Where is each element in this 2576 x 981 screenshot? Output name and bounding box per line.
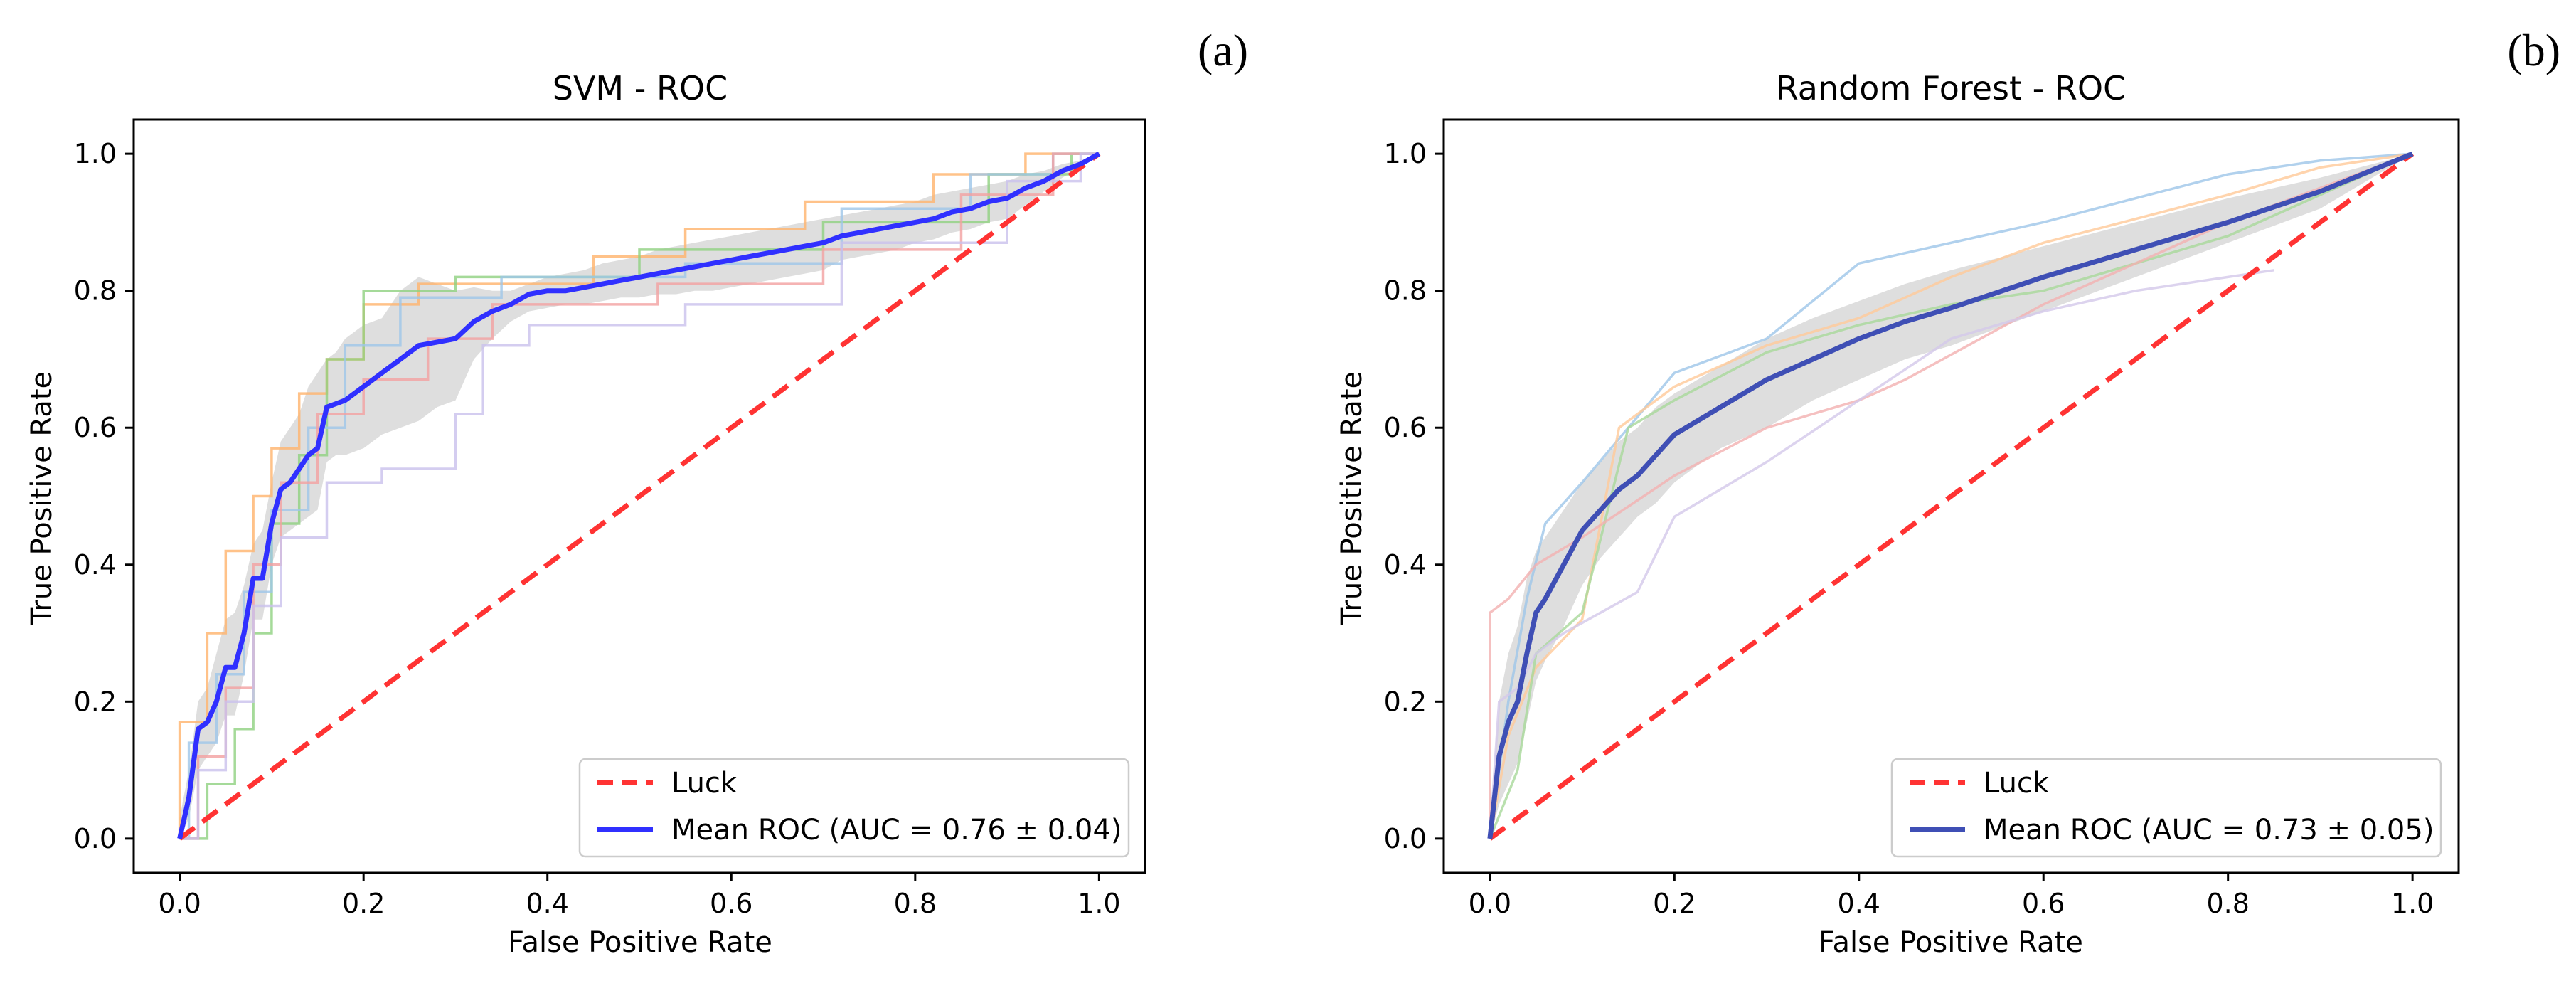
panel-a-xtick-label: 0.6 bbox=[710, 888, 752, 919]
panel-b-plot-frame bbox=[1442, 118, 2460, 874]
panel-a-legend-mean-label: Mean ROC (AUC = 0.76 ± 0.04) bbox=[671, 814, 1122, 847]
panel-b-mean-roc-line bbox=[1487, 151, 2414, 839]
panel-b-xlabel: False Positive Rate bbox=[1819, 926, 2083, 959]
panel-b-fold-curve-1 bbox=[1489, 152, 2413, 839]
panel-b-fold-curve-2 bbox=[1489, 152, 2413, 839]
panel-a-legend-box bbox=[578, 758, 1130, 858]
panel-a-xtick-label: 0.4 bbox=[526, 888, 569, 919]
panel-a-xtick-label: 1.0 bbox=[1077, 888, 1120, 919]
panel-a: (a) SVM - ROC False Positive Rate True P… bbox=[26, 25, 1248, 959]
panel-b-xtick-label: 0.2 bbox=[1653, 888, 1696, 919]
panel-b-ytick-label: 0.6 bbox=[1384, 412, 1427, 443]
panel-b-xtick-label: 1.0 bbox=[2391, 888, 2434, 919]
panel-b-ytick-label: 1.0 bbox=[1384, 138, 1427, 169]
panel-b-legend: Luck Mean ROC (AUC = 0.73 ± 0.05) bbox=[1890, 758, 2442, 858]
panel-a-std-band bbox=[179, 154, 1100, 839]
panel-b-title: Random Forest - ROC bbox=[1776, 69, 2126, 107]
panel-a-title: SVM - ROC bbox=[553, 69, 728, 107]
panel-a-xtick-label: 0.8 bbox=[894, 888, 937, 919]
panel-a-luck-line bbox=[178, 152, 1101, 841]
panel-a-ytick-label: 0.0 bbox=[74, 823, 117, 854]
panel-a-ytick-label: 0.2 bbox=[74, 686, 117, 717]
panel-a-legend: Luck Mean ROC (AUC = 0.76 ± 0.04) bbox=[578, 758, 1130, 858]
panel-b-legend-mean-label: Mean ROC (AUC = 0.73 ± 0.05) bbox=[1984, 814, 2434, 847]
panel-b-fold-curve-4 bbox=[1489, 152, 2413, 839]
panel-a-xlabel: False Positive Rate bbox=[508, 926, 772, 959]
panel-a-fold-curve-4 bbox=[179, 152, 1100, 840]
panel-a-ytick-label: 0.4 bbox=[74, 549, 117, 580]
panel-a-fold-curve-5 bbox=[179, 152, 1100, 840]
panel-b-fold-curve-3 bbox=[1489, 152, 2413, 839]
panel-b-ytick-label: 0.8 bbox=[1384, 275, 1427, 307]
panel-a-ylabel: True Positive Rate bbox=[26, 371, 58, 625]
panel-a-ytick-label: 0.8 bbox=[74, 275, 117, 307]
panel-b-xtick-label: 0.6 bbox=[2022, 888, 2065, 919]
panel-b-ylabel: True Positive Rate bbox=[1336, 371, 1368, 625]
panel-b-luck-line bbox=[1488, 152, 2415, 841]
panel-a-xtick-label: 0.2 bbox=[342, 888, 385, 919]
panel-a-legend-luck-label: Luck bbox=[671, 767, 738, 800]
panel-a-ytick-label: 1.0 bbox=[74, 138, 117, 169]
panel-a-fold-curve-3 bbox=[179, 152, 1100, 840]
panel-b-xtick-label: 0.4 bbox=[1838, 888, 1880, 919]
panel-b-std-band bbox=[1489, 154, 2413, 839]
panel-b-legend-luck-label: Luck bbox=[1984, 767, 2050, 800]
panel-a-plot-area bbox=[177, 152, 1101, 841]
panel-b-legend-box bbox=[1890, 758, 2442, 858]
panel-b-xtick-label: 0.0 bbox=[1469, 888, 1511, 919]
panel-b-letter: (b) bbox=[2507, 25, 2560, 75]
panel-a-mean-roc-line bbox=[177, 152, 1101, 839]
panel-b-plot-area bbox=[1487, 151, 2415, 841]
panel-a-plot-frame bbox=[132, 118, 1146, 874]
panel-a-letter: (a) bbox=[1198, 25, 1248, 75]
panel-a-xtick-label: 0.0 bbox=[158, 888, 201, 919]
panel-b: (b) Random Forest - ROC False Positive R… bbox=[1336, 25, 2560, 959]
panel-b-ytick-label: 0.4 bbox=[1384, 549, 1427, 580]
panel-b-ytick-label: 0.2 bbox=[1384, 686, 1427, 717]
panel-a-ytick-label: 0.6 bbox=[74, 412, 117, 443]
panel-b-xtick-label: 0.8 bbox=[2206, 888, 2249, 919]
panel-b-ytick-label: 0.0 bbox=[1384, 823, 1427, 854]
